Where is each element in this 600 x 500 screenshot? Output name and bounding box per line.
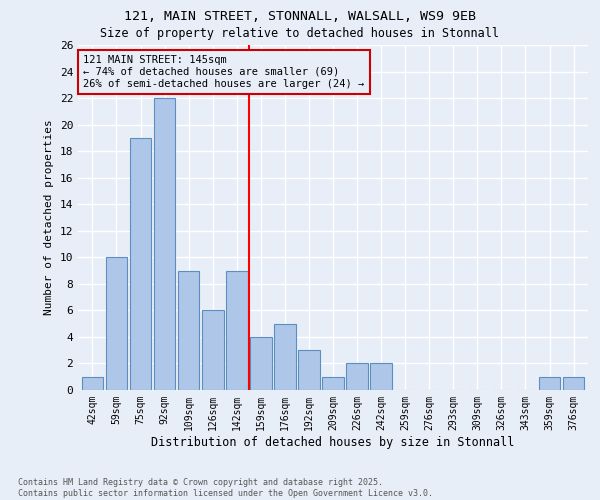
Bar [250,337,272,390]
X-axis label: Distribution of detached houses by size in Stonnall: Distribution of detached houses by size … [151,436,515,448]
Y-axis label: Number of detached properties: Number of detached properties [44,120,54,316]
Bar [226,270,248,390]
Text: Size of property relative to detached houses in Stonnall: Size of property relative to detached ho… [101,28,499,40]
Bar [82,376,103,390]
Bar [274,324,296,390]
Bar [202,310,224,390]
Bar [563,376,584,390]
Text: Contains HM Land Registry data © Crown copyright and database right 2025.
Contai: Contains HM Land Registry data © Crown c… [18,478,433,498]
Bar [346,364,368,390]
Bar [154,98,175,390]
Bar [539,376,560,390]
Bar [106,258,127,390]
Bar [178,270,199,390]
Bar [322,376,344,390]
Bar [130,138,151,390]
Bar [298,350,320,390]
Text: 121, MAIN STREET, STONNALL, WALSALL, WS9 9EB: 121, MAIN STREET, STONNALL, WALSALL, WS9… [124,10,476,23]
Text: 121 MAIN STREET: 145sqm
← 74% of detached houses are smaller (69)
26% of semi-de: 121 MAIN STREET: 145sqm ← 74% of detache… [83,56,364,88]
Bar [370,364,392,390]
